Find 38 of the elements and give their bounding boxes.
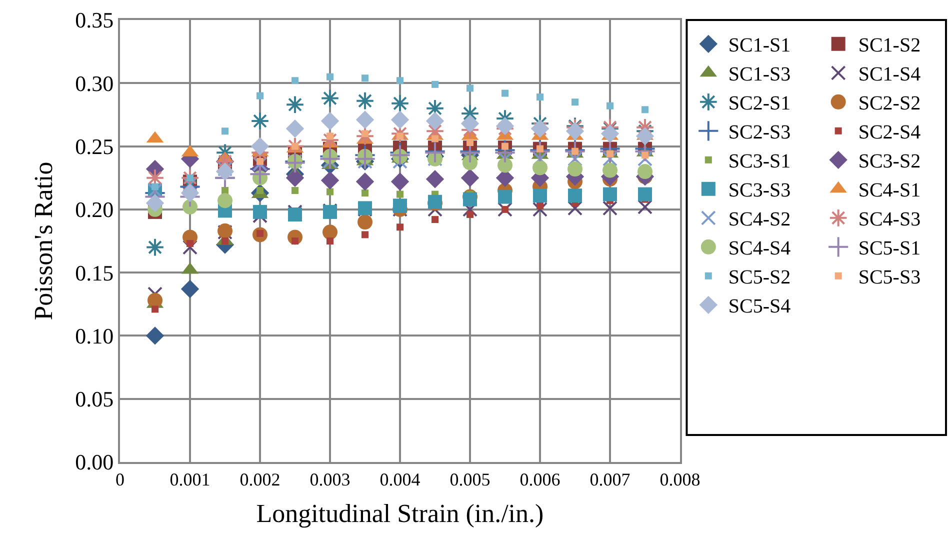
legend-label: SC1-S2 xyxy=(858,34,921,57)
y-tick-label: 0.20 xyxy=(75,197,114,222)
y-tick-label: 0.35 xyxy=(75,8,114,33)
legend-label: SC4-S2 xyxy=(728,208,791,231)
x-axis-title: Longitudinal Strain (in./in.) xyxy=(256,498,544,528)
x-tick-label: 0.004 xyxy=(380,470,420,490)
x-tick-label: 0.008 xyxy=(660,470,700,490)
x-tick-label: 0.006 xyxy=(520,470,560,490)
y-axis-title: Poisson's Ratio xyxy=(29,162,58,320)
legend-label: SC3-S1 xyxy=(728,150,791,173)
legend-label: SC5-S2 xyxy=(728,266,791,289)
x-tick-label: 0.002 xyxy=(240,470,280,490)
legend-label: SC2-S3 xyxy=(728,122,791,144)
y-tick-label: 0.15 xyxy=(75,260,114,286)
legend-label: SC5-S1 xyxy=(858,238,921,260)
legend-label: SC1-S1 xyxy=(728,34,791,57)
legend-label: SC2-S1 xyxy=(728,92,791,115)
y-tick-label: 0.10 xyxy=(75,323,114,348)
legend-label: SC4-S3 xyxy=(858,208,921,231)
x-tick-label: 0 xyxy=(116,470,124,490)
y-tick-label: 0.05 xyxy=(75,386,114,412)
legend-label: SC3-S2 xyxy=(858,150,921,173)
legend-label: SC4-S1 xyxy=(858,180,921,202)
x-tick-label: 0.007 xyxy=(590,470,630,490)
legend-label: SC4-S4 xyxy=(728,238,791,260)
legend-label: SC1-S3 xyxy=(728,64,791,86)
y-tick-label: 0.25 xyxy=(75,134,114,159)
legend-label: SC2-S2 xyxy=(858,92,921,115)
legend-label: SC2-S4 xyxy=(858,122,921,144)
legend-label: SC5-S3 xyxy=(858,266,921,289)
legend-label: SC1-S4 xyxy=(858,64,921,86)
y-tick-label: 0.30 xyxy=(75,70,114,96)
x-tick-label: 0.005 xyxy=(450,470,490,490)
legend-label: SC5-S4 xyxy=(728,296,791,318)
x-tick-label: 0.001 xyxy=(170,470,210,490)
y-tick-label: 0.00 xyxy=(75,450,114,475)
legend-label: SC3-S3 xyxy=(728,180,791,202)
x-tick-label: 0.003 xyxy=(310,470,350,490)
